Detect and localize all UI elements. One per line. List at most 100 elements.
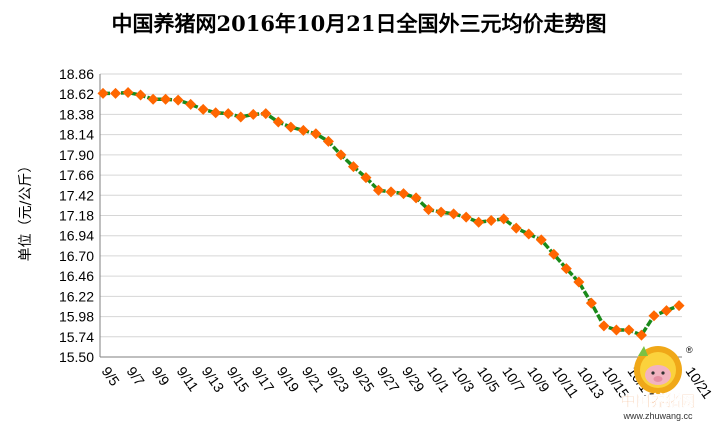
data-point-marker bbox=[210, 107, 222, 119]
x-tick-label: 9/23 bbox=[324, 364, 353, 396]
y-tick-label: 18.62 bbox=[59, 86, 94, 102]
x-tick-label: 10/3 bbox=[449, 364, 478, 396]
y-tick-label: 17.42 bbox=[59, 187, 94, 203]
y-tick-label: 17.90 bbox=[59, 147, 94, 163]
y-tick-label: 15.74 bbox=[59, 329, 94, 345]
data-point-marker bbox=[185, 98, 197, 110]
logo-brand-text: 中国养猪网 bbox=[620, 392, 695, 410]
data-point-marker bbox=[260, 108, 272, 120]
data-point-marker bbox=[372, 184, 384, 196]
pig-eye-icon bbox=[661, 371, 665, 375]
data-point-marker bbox=[197, 103, 209, 115]
data-point-marker bbox=[322, 135, 334, 147]
x-tick-label: 9/9 bbox=[149, 364, 173, 389]
y-tick-labels: 15.50 15.74 15.98 16.22 16.46 16.70 16.94 17.18… bbox=[59, 66, 94, 365]
x-tick-label: 9/17 bbox=[249, 364, 278, 396]
data-point-marker bbox=[435, 206, 447, 218]
data-point-marker bbox=[272, 116, 284, 128]
x-tick-label: 10/5 bbox=[474, 364, 503, 396]
data-point-marker bbox=[548, 248, 560, 260]
pig-face-icon bbox=[645, 365, 671, 385]
data-point-marker bbox=[485, 215, 497, 227]
y-tick-label: 16.22 bbox=[59, 288, 94, 304]
data-point-marker bbox=[285, 121, 297, 133]
y-tick-label: 18.14 bbox=[59, 127, 94, 143]
x-tick-label: 9/15 bbox=[224, 364, 253, 396]
chart-title: 中国养猪网2016年10月21日全国外三元均价走势图 bbox=[111, 11, 607, 36]
data-point-marker bbox=[623, 324, 635, 336]
x-tick-label: 9/13 bbox=[199, 364, 228, 396]
x-tick-label: 10/7 bbox=[499, 364, 528, 396]
y-tick-label: 18.86 bbox=[59, 66, 94, 82]
data-point-marker bbox=[335, 149, 347, 161]
data-point-marker bbox=[448, 208, 460, 220]
data-point-marker bbox=[473, 216, 485, 228]
data-point-marker bbox=[160, 93, 172, 105]
pig-nose-icon bbox=[653, 376, 663, 382]
x-tick-label: 9/29 bbox=[399, 364, 428, 396]
x-tick-label: 9/19 bbox=[274, 364, 303, 396]
data-point-marker bbox=[673, 300, 685, 312]
registered-mark: ® bbox=[686, 345, 693, 355]
x-tick-label: 9/7 bbox=[124, 364, 148, 389]
data-point-marker bbox=[122, 87, 134, 99]
data-point-marker bbox=[460, 211, 472, 223]
pig-eye-icon bbox=[651, 371, 655, 375]
data-point-marker bbox=[235, 111, 247, 123]
x-tick-label: 10/1 bbox=[424, 364, 453, 396]
y-axis-label: 单位（元/公斤） bbox=[18, 159, 34, 262]
data-point-marker bbox=[635, 329, 647, 341]
x-tick-label: 9/21 bbox=[299, 364, 328, 396]
y-tick-label: 16.46 bbox=[59, 268, 94, 284]
data-point-marker bbox=[398, 188, 410, 200]
x-tick-label: 9/27 bbox=[374, 364, 403, 396]
data-point-marker bbox=[648, 310, 660, 322]
x-tick-label: 9/11 bbox=[174, 364, 202, 395]
y-tick-label: 15.98 bbox=[59, 309, 94, 325]
data-point-marker bbox=[222, 108, 234, 120]
data-point-marker bbox=[135, 89, 147, 101]
y-tick-label: 16.70 bbox=[59, 248, 94, 264]
logo-url-text: www.zhuwang.cc bbox=[622, 411, 693, 421]
series-line-path bbox=[103, 90, 680, 337]
series-line bbox=[103, 90, 680, 337]
x-tick-label: 10/11 bbox=[549, 364, 582, 401]
data-point-marker bbox=[510, 222, 522, 234]
zhuwang-logo: ® 中国养猪网 www.zhuwang.cc bbox=[620, 345, 695, 421]
series-markers bbox=[97, 87, 685, 341]
y-tick-label: 17.18 bbox=[59, 208, 94, 224]
data-point-marker bbox=[297, 124, 309, 136]
data-point-marker bbox=[660, 305, 672, 317]
leaf-icon bbox=[638, 346, 648, 356]
y-tick-label: 17.66 bbox=[59, 167, 94, 183]
data-point-marker bbox=[172, 94, 184, 106]
data-point-marker bbox=[410, 192, 422, 204]
gridlines bbox=[100, 73, 682, 338]
data-point-marker bbox=[598, 320, 610, 332]
data-point-marker bbox=[147, 93, 159, 105]
data-point-marker bbox=[523, 228, 535, 240]
data-point-marker bbox=[385, 186, 397, 198]
y-tick-label: 16.94 bbox=[59, 228, 94, 244]
data-point-marker bbox=[247, 108, 259, 120]
data-point-marker bbox=[347, 161, 359, 173]
y-tick-label: 15.50 bbox=[59, 349, 94, 365]
data-point-marker bbox=[110, 87, 122, 99]
y-tick-label: 18.38 bbox=[59, 106, 94, 122]
x-tick-label: 9/5 bbox=[99, 364, 123, 389]
data-point-marker bbox=[610, 324, 622, 336]
data-point-marker bbox=[360, 172, 372, 184]
data-point-marker bbox=[423, 204, 435, 216]
x-tick-label: 9/25 bbox=[349, 364, 378, 396]
data-point-marker bbox=[585, 297, 597, 309]
axes bbox=[99, 74, 682, 358]
data-point-marker bbox=[560, 263, 572, 275]
data-point-marker bbox=[535, 234, 547, 246]
data-point-marker bbox=[310, 128, 322, 140]
data-point-marker bbox=[573, 276, 585, 288]
data-point-marker bbox=[97, 87, 109, 99]
data-point-marker bbox=[498, 213, 510, 225]
x-tick-label: 10/9 bbox=[524, 364, 553, 396]
